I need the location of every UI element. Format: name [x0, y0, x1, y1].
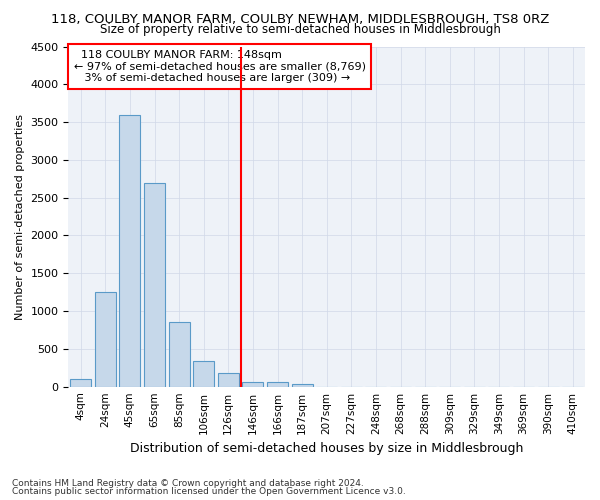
Text: 118 COULBY MANOR FARM: 148sqm
← 97% of semi-detached houses are smaller (8,769)
: 118 COULBY MANOR FARM: 148sqm ← 97% of s… — [74, 50, 365, 83]
Y-axis label: Number of semi-detached properties: Number of semi-detached properties — [15, 114, 25, 320]
Bar — [95, 292, 116, 386]
Text: Contains HM Land Registry data © Crown copyright and database right 2024.: Contains HM Land Registry data © Crown c… — [12, 478, 364, 488]
X-axis label: Distribution of semi-detached houses by size in Middlesbrough: Distribution of semi-detached houses by … — [130, 442, 523, 455]
Text: Contains public sector information licensed under the Open Government Licence v3: Contains public sector information licen… — [12, 487, 406, 496]
Bar — [242, 382, 263, 386]
Bar — [292, 384, 313, 386]
Bar — [70, 379, 91, 386]
Bar — [218, 374, 239, 386]
Bar — [193, 361, 214, 386]
Bar — [119, 114, 140, 386]
Bar — [267, 382, 288, 386]
Bar — [144, 182, 165, 386]
Text: Size of property relative to semi-detached houses in Middlesbrough: Size of property relative to semi-detach… — [100, 22, 500, 36]
Bar — [169, 322, 190, 386]
Text: 118, COULBY MANOR FARM, COULBY NEWHAM, MIDDLESBROUGH, TS8 0RZ: 118, COULBY MANOR FARM, COULBY NEWHAM, M… — [51, 12, 549, 26]
